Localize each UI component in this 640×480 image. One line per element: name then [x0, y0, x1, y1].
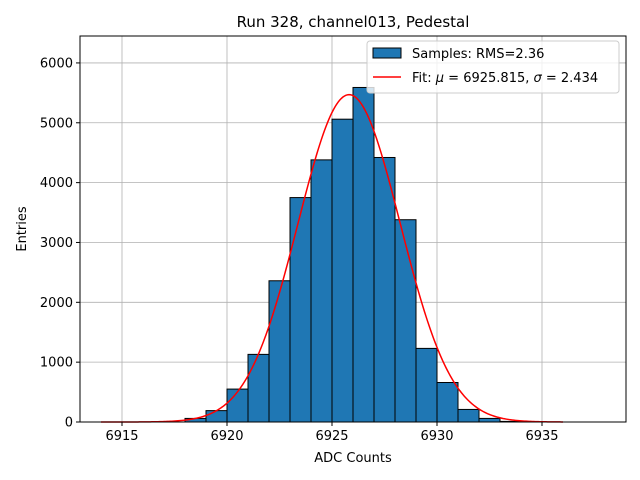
histogram-bar-10	[394, 219, 417, 423]
histogram-bar-6	[310, 159, 333, 423]
histogram-bar-2	[226, 388, 249, 423]
histogram-bar-12	[436, 382, 459, 423]
chart-title: Run 328, channel013, Pedestal	[237, 13, 470, 31]
histogram-bars	[184, 86, 522, 423]
histogram-bar-8	[352, 86, 375, 423]
y-tick-label-6: 6000	[40, 56, 73, 71]
y-tick-label-4: 4000	[40, 176, 73, 191]
histogram-bar-1	[205, 410, 228, 423]
legend-fit-mid: = 6925.815,	[444, 71, 533, 86]
y-axis-label: Entries	[15, 206, 30, 252]
x-tick-label-0: 6915	[105, 429, 138, 444]
x-tick-label-1: 6920	[210, 429, 243, 444]
fit-curve	[101, 93, 564, 423]
legend-histogram-label: Samples: RMS=2.36	[412, 47, 544, 62]
x-axis-label: ADC Counts	[314, 451, 392, 466]
y-tick-label-1: 1000	[40, 356, 73, 371]
y-axis-ticks: 0 1000 2000 3000 4000 5000 6000	[40, 56, 80, 431]
legend-fit-label: Fit: μ = 6925.815, σ = 2.434	[412, 71, 598, 86]
legend-histogram-swatch	[372, 47, 402, 59]
histogram-bar-3	[247, 353, 270, 423]
plot-frame	[79, 35, 627, 423]
legend-fit-prefix: Fit:	[412, 71, 436, 86]
x-tick-label-3: 6930	[420, 429, 453, 444]
histogram-bar-9	[373, 156, 396, 423]
x-tick-label-2: 6925	[315, 429, 348, 444]
histogram-bar-7	[331, 118, 354, 423]
y-tick-label-3: 3000	[40, 236, 73, 251]
histogram-bar-4	[268, 280, 291, 423]
x-tick-label-4: 6935	[525, 429, 558, 444]
histogram-bar-11	[415, 347, 438, 423]
y-tick-label-2: 2000	[40, 296, 73, 311]
histogram-bar-5	[289, 197, 312, 423]
legend-fit-sigma: σ	[534, 71, 543, 86]
legend-box	[366, 40, 620, 94]
x-axis-ticks: 6915 6920 6925 6930 6935	[105, 422, 559, 444]
y-tick-label-5: 5000	[40, 116, 73, 131]
histogram-bar-14	[478, 417, 501, 423]
legend-fit-mu: μ	[435, 71, 444, 86]
histogram-bar-13	[457, 408, 480, 423]
y-tick-label-0: 0	[65, 416, 73, 431]
legend: Samples: RMS=2.36 Fit: μ = 6925.815, σ =…	[366, 40, 620, 94]
legend-fit-suffix: = 2.434	[542, 71, 598, 86]
